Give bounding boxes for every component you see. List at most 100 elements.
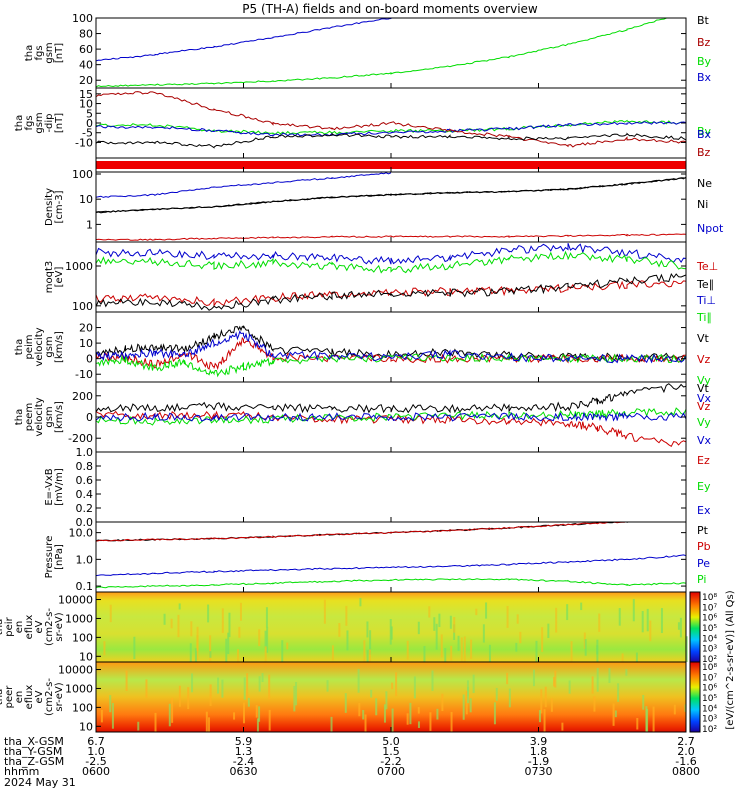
spectrogram-stripe [221, 608, 224, 633]
spectrogram-stripe [406, 713, 409, 725]
spectrogram-stripe [209, 651, 212, 658]
series-line [96, 121, 686, 137]
spectrogram-stripe [369, 630, 372, 655]
legend-vy: Vy [697, 374, 711, 387]
legend-vx: Vx [697, 392, 712, 405]
series-line [96, 352, 686, 378]
spectrogram-stripe [168, 703, 171, 727]
y-tick-label: 10 [79, 650, 93, 663]
spectrogram-stripe [450, 711, 453, 732]
spectrogram-stripe [645, 706, 648, 732]
spectrogram-stripe [363, 640, 366, 662]
spectrogram-stripe [642, 694, 645, 710]
y-axis-label: Pressure [nPa] [44, 536, 65, 579]
series-line [96, 243, 686, 265]
spectrogram-stripe [467, 687, 470, 704]
spectrogram-stripe [194, 648, 197, 662]
y-tick-label: 1000 [65, 260, 93, 273]
spectrogram-stripe [406, 640, 409, 660]
legend-vz: Vz [697, 353, 711, 366]
legend-bz: Bz [697, 36, 711, 49]
legend-pt: Pt [697, 524, 709, 537]
colorbar-tick-label: 10⁴ [702, 634, 717, 644]
spectrogram-stripe [358, 702, 361, 717]
series-line [96, 250, 686, 274]
spectrogram-stripe [395, 672, 398, 697]
spectrogram-stripe [433, 617, 436, 631]
series-line [96, 91, 686, 148]
y-tick-label: 0 [86, 353, 93, 366]
y-axis-label-line: sr-eV) [54, 612, 65, 641]
y-axis-label-line: [nT] [54, 113, 65, 133]
legend-ey: Ey [697, 480, 711, 493]
spectrogram-stripe [370, 689, 373, 698]
legend-ne: Ne [697, 177, 712, 190]
series-line [96, 176, 686, 213]
x-tick-label: 1.0 [87, 745, 105, 758]
y-tick-label: 0.2 [76, 502, 94, 515]
spectrogram-stripe [366, 621, 369, 638]
y-axis-label: tha fgs gsm [nT] [24, 42, 65, 63]
colorbar-gradient [689, 591, 701, 663]
spectrogram-stripe [359, 598, 362, 607]
spectrogram-stripe [465, 690, 468, 715]
panel-frame [95, 171, 687, 243]
spectrogram-stripe [391, 708, 394, 732]
y-tick-label: 40 [79, 59, 93, 72]
spectrogram-stripe [125, 670, 128, 691]
spectrogram-stripe [190, 621, 193, 637]
spectrogram-stripe [417, 621, 420, 635]
legend-ti∥: Ti∥ [696, 311, 712, 324]
x-tick-label: 3.9 [530, 735, 548, 748]
y-tick-label: 20 [79, 74, 93, 87]
spectrogram-stripe [268, 709, 271, 731]
y-axis-label-line: moqt3 [44, 261, 55, 294]
y-tick-label: 10 [79, 193, 93, 206]
spectrogram-stripe [178, 685, 181, 707]
spectrogram-stripe [109, 604, 112, 623]
spectrogram-stripe [535, 640, 538, 662]
spectrogram-stripe [544, 686, 547, 708]
legend-by: By [697, 55, 712, 68]
spectrogram-stripe [389, 619, 392, 645]
y-axis-label: tha peim velocity gsm [km/s] [14, 327, 65, 366]
y-axis-label-line: (cm2-s- [44, 608, 55, 646]
spectrogram-stripe [561, 722, 564, 731]
series-line [96, 330, 686, 364]
spectrogram-stripe [385, 691, 388, 710]
spectrogram-stripe [137, 721, 140, 731]
spectrogram-stripe [205, 711, 208, 732]
y-tick-label: 1.0 [76, 446, 94, 459]
x-tick-label: 6.7 [87, 735, 105, 748]
legend-pi: Pi [697, 573, 706, 586]
y-tick-label: 0.8 [76, 460, 94, 473]
spectrogram-stripe [440, 634, 443, 658]
spectrogram-stripe [178, 603, 181, 610]
legend-bt: Bt [697, 14, 710, 27]
y-tick-label: 60 [79, 43, 93, 56]
colorbar-tick-label: 10⁸ [702, 593, 717, 603]
y-tick-label: 10000 [58, 664, 93, 677]
legend-ex: Ex [697, 504, 711, 517]
legend-bz: Bz [697, 146, 711, 159]
y-axis-label-line: [nT] [54, 43, 65, 63]
spectrogram-stripe [541, 627, 544, 652]
spectrogram-stripe [554, 670, 557, 688]
legend-npot: Npot [697, 222, 724, 235]
spectrogram-stripe [196, 626, 199, 651]
spectrogram-stripe [493, 702, 496, 725]
legend-vt: Vt [697, 382, 710, 395]
spectrogram-stripe [243, 702, 246, 724]
colorbar-tick-label: 10⁵ [702, 694, 717, 704]
y-axis-label: Density [cm-3] [44, 188, 65, 226]
spectrogram-stripe [568, 680, 571, 694]
colorbar-tick-label: 10⁴ [702, 704, 717, 714]
y-tick-label: 10 [79, 98, 93, 111]
y-axis-label: tha peem velocity gsm [km/s] [14, 397, 65, 436]
colorbar-tick-label: 10³ [702, 715, 717, 725]
y-axis-label-line: tha [14, 409, 25, 425]
spectrogram-stripe [163, 613, 166, 625]
spectrogram-stripe [608, 668, 611, 683]
spectrogram-stripe [625, 669, 628, 676]
spectrogram-stripe [475, 608, 478, 616]
